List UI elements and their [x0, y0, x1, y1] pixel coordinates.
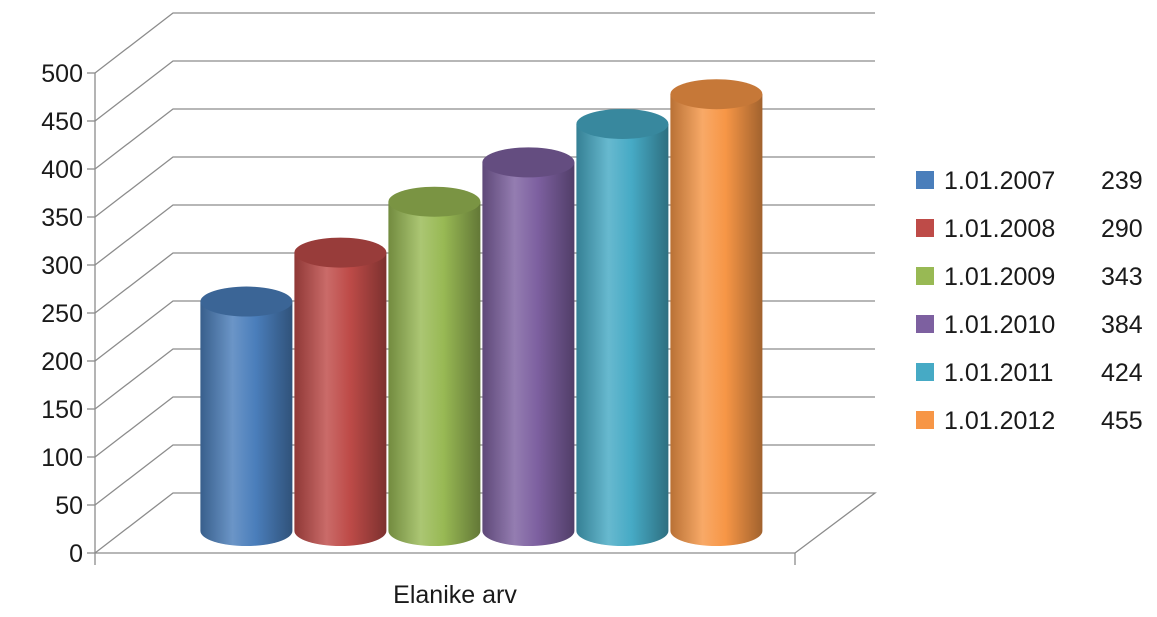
legend-swatch [916, 363, 934, 381]
legend-value: 424 [1101, 359, 1143, 387]
legend-swatch [916, 171, 934, 189]
legend-value: 343 [1101, 263, 1143, 291]
y-tick-label: 450 [41, 108, 83, 136]
legend-label: 1.01.2012 [944, 407, 1055, 435]
gridline [94, 12, 875, 74]
legend-swatch [916, 219, 934, 237]
y-tick-label: 200 [41, 348, 83, 376]
y-tick-label: 50 [55, 492, 83, 520]
bar-top [388, 186, 481, 217]
legend-label: 1.01.2009 [944, 263, 1055, 291]
gridline [94, 60, 875, 122]
legend-item: 1.01.2011 424 [916, 359, 1143, 387]
bars [200, 79, 763, 547]
y-tick-label: 0 [69, 540, 83, 568]
legend-value: 239 [1101, 167, 1143, 195]
legend-label: 1.01.2010 [944, 311, 1055, 339]
bar-top [576, 108, 669, 139]
y-tick-label: 400 [41, 156, 83, 184]
bar-body [576, 123, 669, 547]
legend-value: 384 [1101, 311, 1143, 339]
bar-body [294, 252, 387, 546]
legend-item: 1.01.2007 239 [916, 167, 1143, 195]
legend-item: 1.01.2008 290 [916, 215, 1143, 243]
y-tick-label: 150 [41, 396, 83, 424]
y-tick-label: 350 [41, 204, 83, 232]
bar-1.01.2009 [388, 186, 481, 546]
legend-value: 290 [1101, 215, 1143, 243]
legend-label: 1.01.2008 [944, 215, 1055, 243]
y-tick-label: 250 [41, 300, 83, 328]
legend-item: 1.01.2009 343 [916, 263, 1143, 291]
y-axis-ticks: 0 50 100 150 200 250 300 350 400 450 500 [41, 60, 95, 568]
bar-top [670, 79, 763, 110]
y-tick-label: 500 [41, 60, 83, 88]
legend-label: 1.01.2011 [944, 359, 1053, 387]
y-tick-label: 300 [41, 252, 83, 280]
x-category-label: Elanike arv [393, 581, 517, 609]
y-tick-label: 100 [41, 444, 83, 472]
legend-swatch [916, 411, 934, 429]
bar-1.01.2008 [294, 237, 387, 546]
legend-label: 1.01.2007 [944, 167, 1055, 195]
bar-body [482, 162, 575, 547]
bar-body [388, 201, 481, 546]
legend-swatch [916, 267, 934, 285]
bar-1.01.2012 [670, 79, 763, 546]
bar-body [200, 301, 293, 546]
bar-1.01.2010 [482, 147, 575, 547]
legend-item: 1.01.2010 384 [916, 311, 1143, 339]
bar-top [200, 286, 293, 317]
bar-top [482, 147, 575, 178]
bar-top [294, 237, 387, 268]
legend-swatch [916, 315, 934, 333]
gridline [94, 108, 875, 170]
legend-item: 1.01.2012 455 [916, 407, 1143, 435]
legend-value: 455 [1101, 407, 1143, 435]
x-axis-labels: Elanike arv [393, 581, 517, 609]
bar-1.01.2007 [200, 286, 293, 546]
bar-1.01.2011 [576, 108, 669, 547]
bar-body [670, 94, 763, 546]
